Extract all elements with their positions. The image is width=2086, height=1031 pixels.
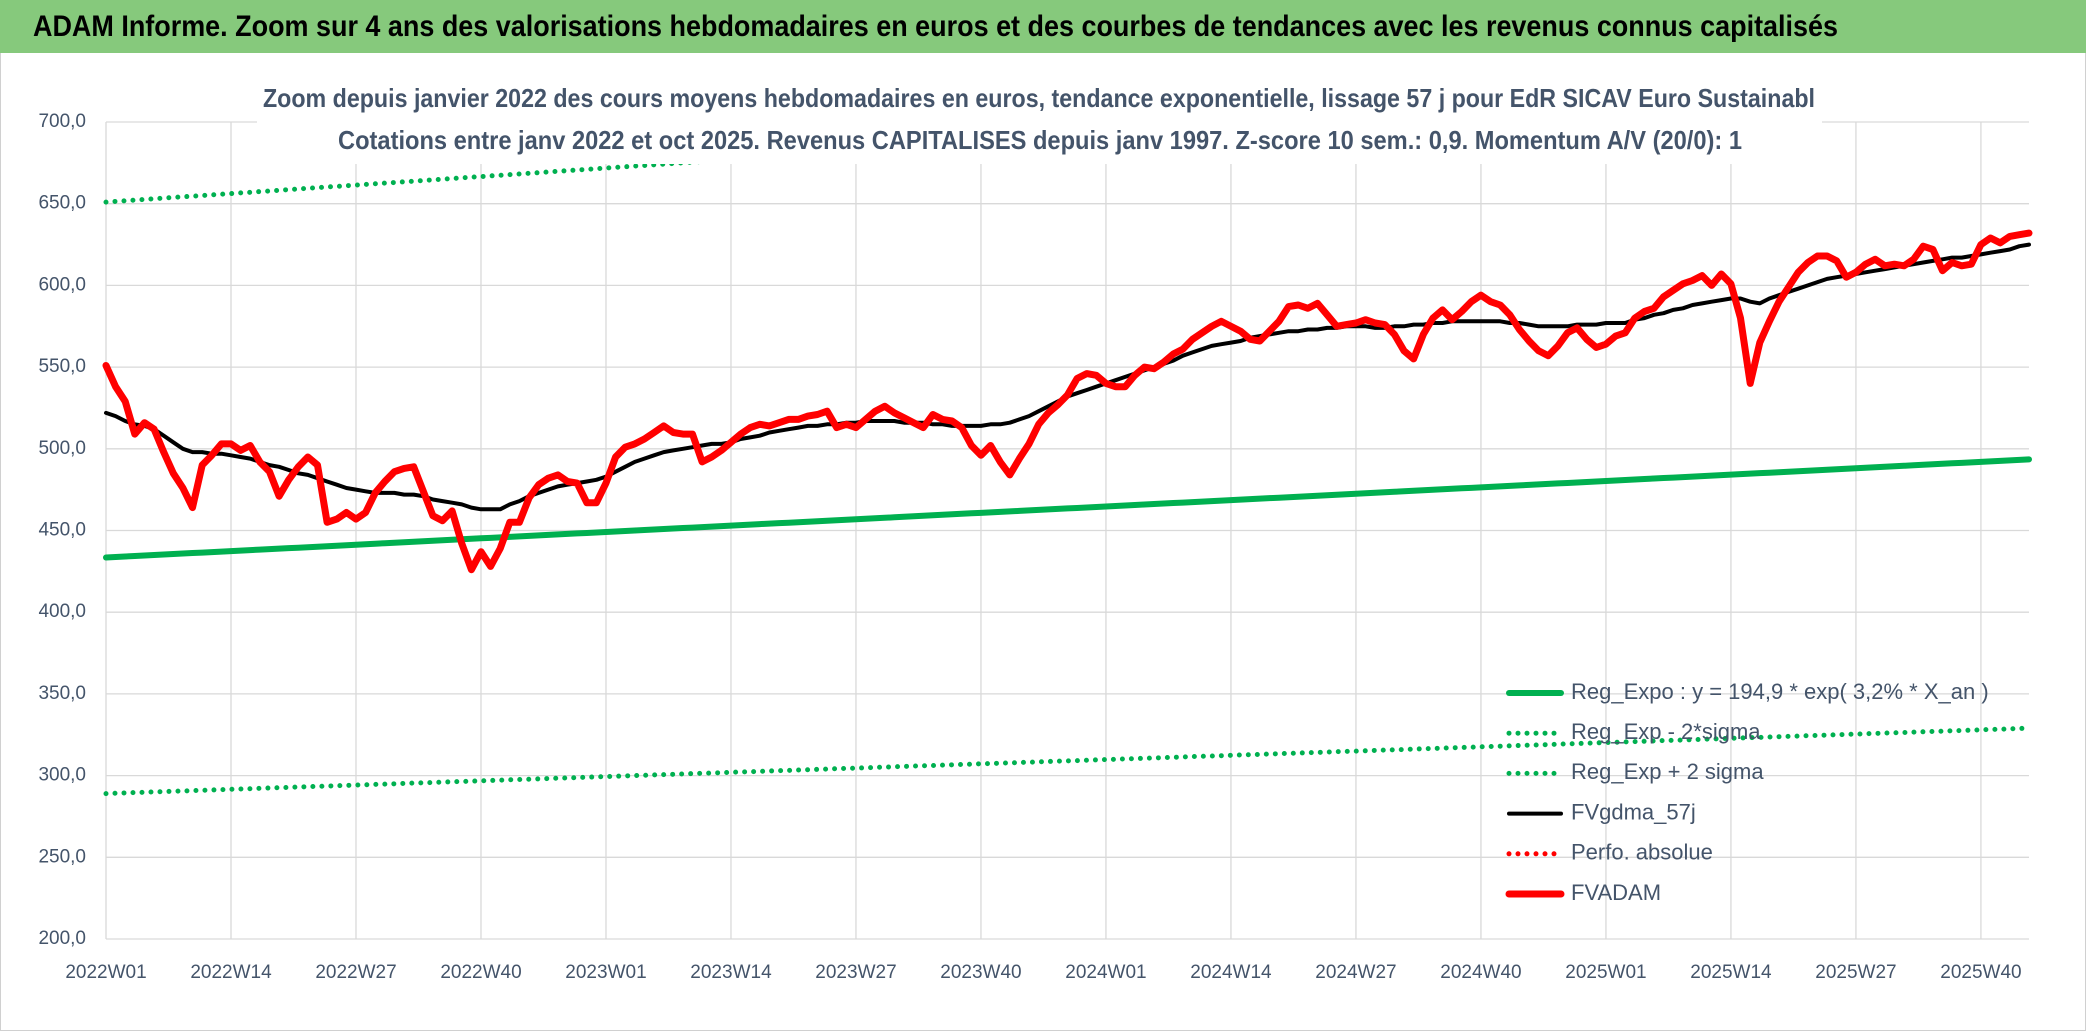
axes: 200,0 250,0 300,0 350,0 400,0 450,0 500,0 550,0… — [38, 111, 2021, 983]
x-tick-label: 2023W14 — [690, 962, 772, 983]
y-tick-label: 400,0 — [38, 601, 86, 622]
chart-title: Zoom depuis janvier 2022 des cours moyen… — [263, 83, 1815, 113]
y-tick-label: 650,0 — [38, 193, 86, 214]
x-tick-label: 2024W40 — [1440, 962, 1521, 983]
x-tick-label: 2023W01 — [565, 962, 646, 983]
y-tick-label: 300,0 — [38, 765, 86, 786]
x-tick-label: 2025W01 — [1565, 962, 1646, 983]
y-tick-label: 250,0 — [38, 846, 86, 867]
legend-label: Perfo. absolue — [1571, 840, 1713, 865]
x-tick-label: 2025W40 — [1940, 962, 2021, 983]
x-tick-label: 2023W27 — [815, 962, 896, 983]
legend-label: FVADAM — [1571, 880, 1661, 905]
x-tick-label: 2024W14 — [1190, 962, 1272, 983]
y-tick-label: 450,0 — [38, 520, 86, 541]
legend: Reg_Expo : y = 194,9 * exp( 3,2% * X_an … — [1505, 679, 1989, 905]
series-line — [102, 229, 2033, 574]
x-tick-label: 2022W01 — [65, 962, 146, 983]
x-tick-label: 2025W27 — [1815, 962, 1896, 983]
y-tick-label: 500,0 — [38, 438, 86, 459]
y-tick-label: 350,0 — [38, 683, 86, 704]
y-tick-label: 550,0 — [38, 356, 86, 377]
header-band — [0, 0, 2086, 53]
title-background — [257, 80, 1822, 164]
x-tick-label: 2023W40 — [940, 962, 1021, 983]
y-tick-label: 600,0 — [38, 274, 86, 295]
x-tick-label: 2022W14 — [190, 962, 272, 983]
series-line — [103, 725, 2032, 797]
legend-label: Reg_Expo : y = 194,9 * exp( 3,2% * X_an … — [1571, 679, 1989, 704]
header-title: ADAM Informe. Zoom sur 4 ans des valoris… — [33, 10, 1838, 43]
x-tick-label: 2022W27 — [315, 962, 396, 983]
y-tick-label: 200,0 — [38, 928, 86, 949]
legend-label: FVgdma_57j — [1571, 799, 1696, 824]
x-tick-label: 2024W01 — [1065, 962, 1146, 983]
legend-label: Reg_Exp - 2*sigma — [1571, 719, 1761, 744]
x-tick-label: 2025W14 — [1690, 962, 1772, 983]
y-tick-label: 700,0 — [38, 111, 86, 132]
series-line — [103, 456, 2032, 561]
legend-label: Reg_Exp + 2 sigma — [1571, 759, 1764, 784]
x-tick-label: 2024W27 — [1315, 962, 1396, 983]
x-tick-label: 2022W40 — [440, 962, 521, 983]
chart-subtitle: Cotations entre janv 2022 et oct 2025. R… — [338, 125, 1742, 155]
